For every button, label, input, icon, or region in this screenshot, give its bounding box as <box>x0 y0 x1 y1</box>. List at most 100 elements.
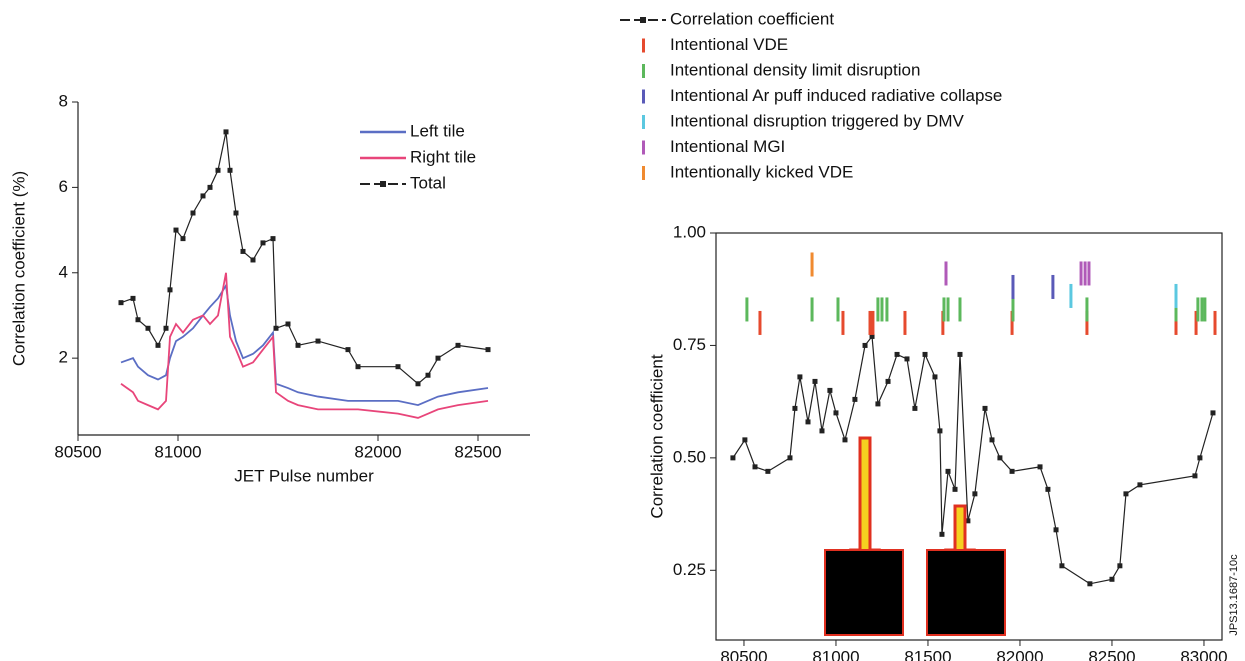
data-point <box>145 325 151 331</box>
event-mark <box>1010 310 1014 335</box>
x-tick-label: 80500 <box>54 442 101 461</box>
event-mark <box>1174 310 1178 335</box>
event-mark <box>868 310 872 335</box>
data-point <box>869 333 875 339</box>
data-point <box>842 437 848 443</box>
y-tick-label: 4 <box>59 262 68 281</box>
data-point <box>932 374 938 380</box>
event-mark <box>941 310 945 335</box>
legend-swatch-marker <box>640 17 646 23</box>
legend-label: Intentional VDE <box>670 35 788 54</box>
event-mark <box>1174 297 1178 322</box>
data-point <box>937 428 943 434</box>
data-point <box>425 372 431 378</box>
series-line <box>120 272 489 419</box>
data-point <box>945 468 951 474</box>
data-point <box>922 351 928 357</box>
data-point <box>957 351 963 357</box>
event-mark <box>903 310 907 335</box>
data-point <box>1053 527 1059 533</box>
y-axis-label: Correlation coefficient (%) <box>9 171 28 366</box>
arrow <box>849 436 881 571</box>
event-mark <box>810 297 814 322</box>
insets <box>824 436 1006 636</box>
x-tick-label: 82000 <box>354 442 401 461</box>
event-mark <box>1196 297 1200 322</box>
data-point <box>1210 410 1216 416</box>
data-point <box>819 428 825 434</box>
data-point <box>118 300 124 306</box>
event-mark <box>745 297 749 322</box>
data-point <box>997 455 1003 461</box>
inset-image <box>824 549 904 636</box>
event-mark <box>1213 310 1217 335</box>
legend-label: Total <box>410 173 446 192</box>
data-point <box>163 325 169 331</box>
data-point <box>227 167 233 173</box>
data-point <box>982 405 988 411</box>
event-mark <box>871 310 875 335</box>
y-tick-label: 0.25 <box>673 560 706 579</box>
data-point <box>1045 486 1051 492</box>
data-point <box>415 381 421 387</box>
series-line <box>120 282 489 407</box>
event-mark <box>1083 261 1087 286</box>
data-point <box>355 364 361 370</box>
event-mark <box>1087 261 1091 286</box>
legend-label: Left tile <box>410 121 465 140</box>
data-point <box>1117 563 1123 569</box>
event-mark <box>958 297 962 322</box>
y-tick-label: 8 <box>59 91 68 110</box>
data-point <box>827 387 833 393</box>
data-point <box>894 351 900 357</box>
data-point <box>295 342 301 348</box>
event-mark <box>1203 297 1207 322</box>
x-tick-label: 81000 <box>154 442 201 461</box>
data-point <box>190 210 196 216</box>
event-mark <box>758 310 762 335</box>
y-axis-label: Correlation coefficient <box>647 354 666 518</box>
data-point <box>765 468 771 474</box>
data-point <box>250 257 256 263</box>
data-point <box>1059 563 1065 569</box>
legend-swatch-marker <box>380 181 386 187</box>
event-mark <box>876 297 880 322</box>
x-tick-label: 81000 <box>812 647 859 661</box>
event-mark <box>942 297 946 322</box>
legend-label: Correlation coefficient <box>670 9 834 28</box>
data-point <box>240 248 246 254</box>
data-point <box>1137 482 1143 488</box>
data-point <box>852 396 858 402</box>
legend-label: Intentional Ar puff induced radiative co… <box>670 86 1002 105</box>
event-mark <box>1200 297 1204 322</box>
data-point <box>952 486 958 492</box>
data-point <box>260 240 266 246</box>
data-point <box>485 347 491 353</box>
data-point <box>215 167 221 173</box>
data-point <box>965 518 971 524</box>
legend-swatch <box>642 89 645 104</box>
data-point <box>730 455 736 461</box>
legend-label: Intentional density limit disruption <box>670 60 920 79</box>
data-point <box>315 338 321 344</box>
data-point <box>1123 491 1129 497</box>
legend-label: Intentional MGI <box>670 137 785 156</box>
x-tick-label: 82500 <box>454 442 501 461</box>
x-tick-label: 80500 <box>720 647 767 661</box>
data-point <box>885 378 891 384</box>
legend-label: Right tile <box>410 147 476 166</box>
legend-swatch <box>642 38 645 53</box>
data-point <box>1037 464 1043 470</box>
figure-id: JPS13.1687-10c <box>1228 554 1240 636</box>
y-tick-label: 6 <box>59 177 68 196</box>
legend-swatch <box>642 140 645 155</box>
data-point <box>455 342 461 348</box>
y-tick-label: 0.75 <box>673 335 706 354</box>
y-tick-label: 0.50 <box>673 447 706 466</box>
data-point <box>435 355 441 361</box>
legend-label: Intentional disruption triggered by DMV <box>670 111 965 130</box>
legend-swatch <box>642 64 645 78</box>
event-mark <box>836 297 840 322</box>
data-point <box>787 455 793 461</box>
